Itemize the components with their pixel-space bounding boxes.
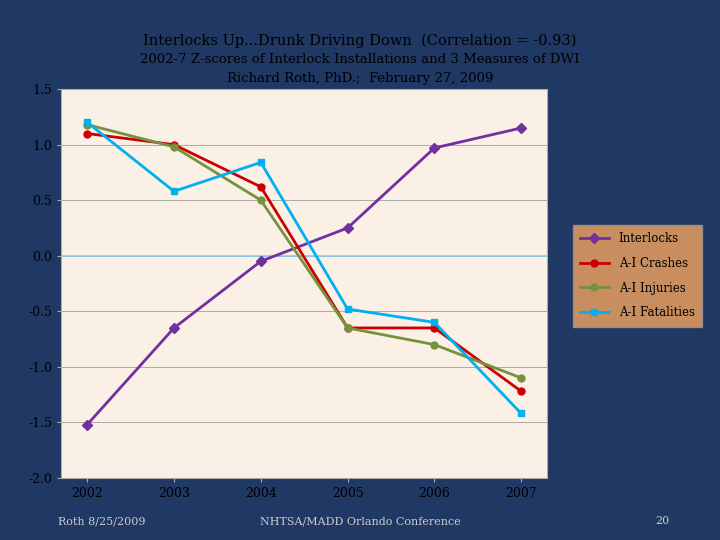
Text: Richard Roth, PhD.;  February 27, 2009: Richard Roth, PhD.; February 27, 2009 (227, 72, 493, 85)
A-I Injuries (343, 325, 352, 331)
A-I Fatalities (517, 410, 526, 417)
Line: A-I Injuries: A-I Injuries (84, 121, 525, 381)
A-I Crashes (170, 141, 179, 148)
A-I Fatalities (430, 319, 438, 326)
A-I Crashes (430, 325, 438, 331)
Line: A-I Fatalities: A-I Fatalities (84, 119, 525, 417)
Interlocks (430, 145, 438, 151)
A-I Injuries (256, 197, 265, 204)
Interlocks (256, 258, 265, 265)
Interlocks (517, 125, 526, 131)
Line: Interlocks: Interlocks (84, 125, 525, 428)
A-I Injuries (430, 341, 438, 348)
A-I Crashes (83, 130, 91, 137)
A-I Injuries (83, 122, 91, 128)
A-I Crashes (343, 325, 352, 331)
Text: Roth 8/25/2009: Roth 8/25/2009 (58, 516, 145, 526)
A-I Injuries (517, 375, 526, 381)
Text: NHTSA/MADD Orlando Conference: NHTSA/MADD Orlando Conference (260, 516, 460, 526)
Text: 2002-7 Z-scores of Interlock Installations and 3 Measures of DWI: 2002-7 Z-scores of Interlock Installatio… (140, 53, 580, 66)
A-I Fatalities (170, 188, 179, 194)
A-I Crashes (256, 184, 265, 190)
Line: A-I Crashes: A-I Crashes (84, 130, 525, 395)
Text: Interlocks Up...Drunk Driving Down  (Correlation = -0.93): Interlocks Up...Drunk Driving Down (Corr… (143, 33, 577, 48)
A-I Injuries (170, 144, 179, 150)
Interlocks (170, 325, 179, 331)
A-I Fatalities (83, 119, 91, 126)
Interlocks (343, 225, 352, 231)
Interlocks (83, 421, 91, 428)
A-I Crashes (517, 388, 526, 395)
A-I Fatalities (256, 159, 265, 166)
Text: 20: 20 (655, 516, 670, 526)
Legend: Interlocks, A-I Crashes, A-I Injuries, A-I Fatalities: Interlocks, A-I Crashes, A-I Injuries, A… (572, 225, 702, 327)
A-I Fatalities (343, 306, 352, 312)
